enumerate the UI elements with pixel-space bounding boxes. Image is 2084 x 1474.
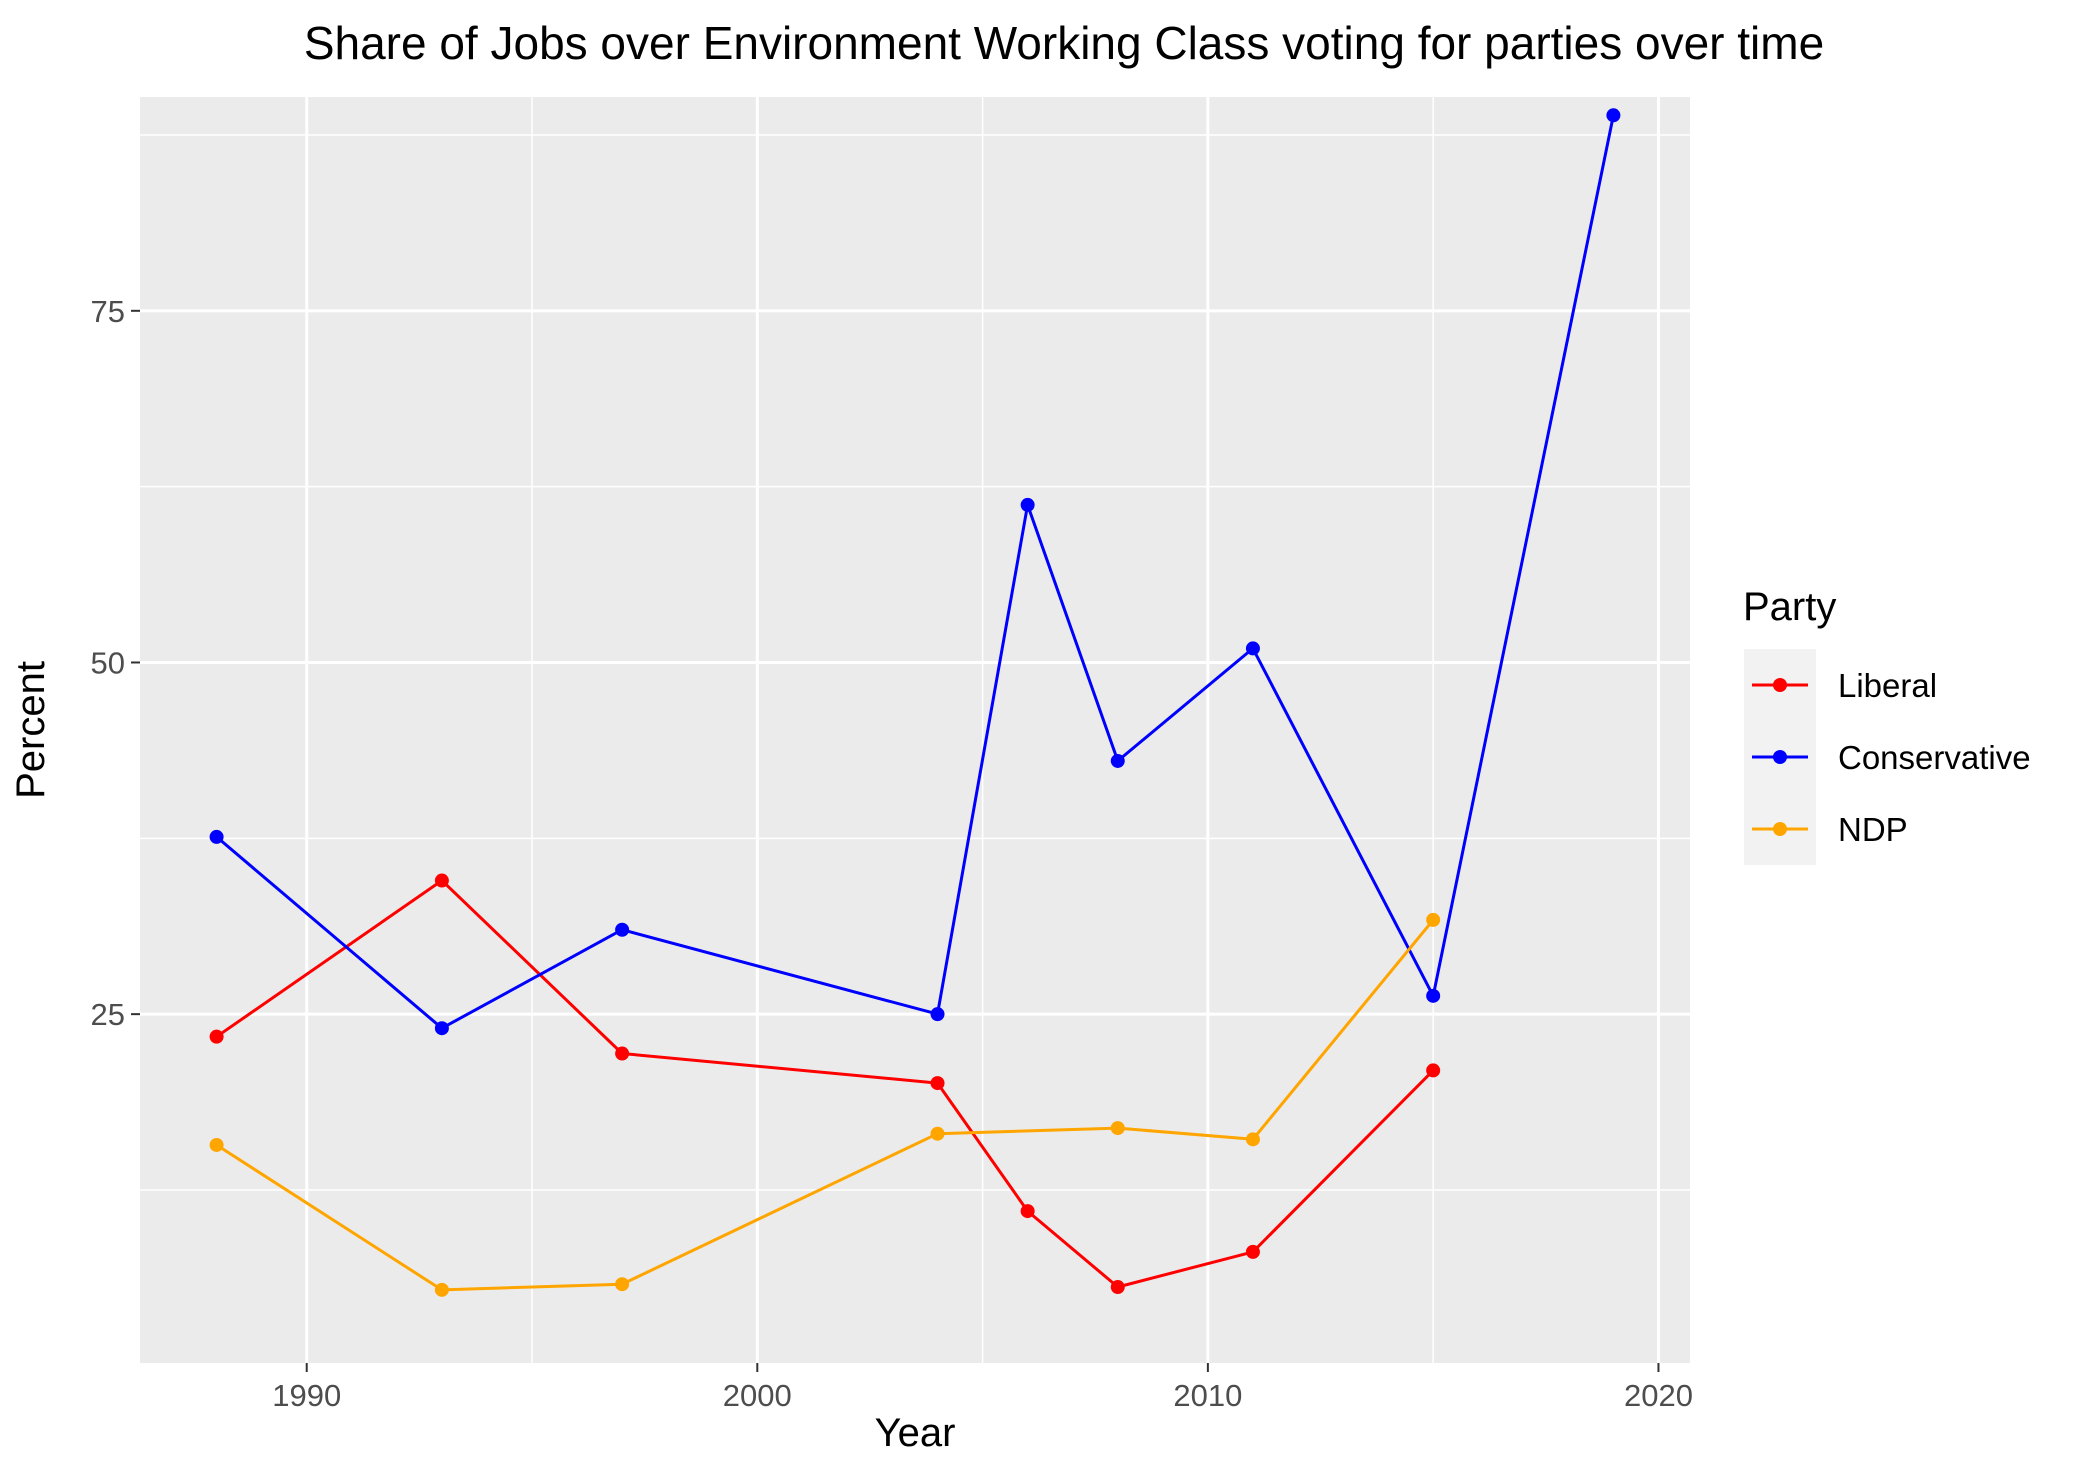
legend-key-point — [1773, 822, 1787, 836]
y-tick-label: 50 — [91, 645, 125, 680]
data-point-liberal — [615, 1046, 630, 1061]
data-point-liberal — [209, 1029, 224, 1044]
legend-items: Liberal Conservative NDP — [1752, 667, 2031, 848]
minor-gridlines — [140, 97, 1690, 1363]
x-tick-label: 2010 — [1173, 1378, 1242, 1413]
plot-panel-background — [140, 97, 1690, 1363]
data-point-conservative — [930, 1007, 945, 1022]
legend-item-conservative: Conservative — [1752, 739, 2031, 776]
legend-title: Party — [1743, 585, 1836, 629]
data-point-ndp — [1245, 1132, 1260, 1147]
legend-key-point — [1773, 750, 1787, 764]
y-tick-label: 75 — [91, 294, 125, 329]
legend-label: Liberal — [1838, 667, 1937, 704]
data-point-ndp — [615, 1277, 630, 1292]
data-point-ndp — [1426, 912, 1441, 927]
series-points — [209, 108, 1621, 1297]
y-tick-label: 25 — [91, 997, 125, 1032]
data-point-conservative — [615, 922, 630, 937]
data-point-ndp — [930, 1126, 945, 1141]
data-point-ndp — [434, 1282, 449, 1297]
data-point-liberal — [930, 1076, 945, 1091]
legend: Party Liberal Conservative NDP — [1743, 585, 2031, 865]
x-axis-title: Year — [875, 1411, 956, 1455]
data-point-conservative — [1426, 988, 1441, 1003]
x-tick-label: 1990 — [272, 1378, 341, 1413]
legend-item-ndp: NDP — [1752, 811, 1908, 848]
data-point-conservative — [209, 829, 224, 844]
legend-item-liberal: Liberal — [1752, 667, 1937, 704]
y-axis-title: Percent — [9, 661, 53, 799]
data-point-ndp — [1110, 1121, 1125, 1136]
data-point-conservative — [1245, 641, 1260, 656]
x-axis: 1990 2000 2010 2020 — [272, 1363, 1693, 1413]
legend-label: Conservative — [1838, 739, 2031, 776]
data-point-liberal — [1245, 1244, 1260, 1259]
y-axis: 25 50 75 — [91, 294, 140, 1032]
data-point-conservative — [1020, 497, 1035, 512]
data-point-liberal — [1426, 1063, 1441, 1078]
x-tick-label: 2020 — [1624, 1378, 1693, 1413]
data-point-conservative — [434, 1021, 449, 1036]
plot-panel — [140, 97, 1690, 1363]
chart-title: Share of Jobs over Environment Working C… — [304, 17, 1824, 69]
series-line-liberal — [215, 879, 1435, 1289]
data-point-liberal — [434, 873, 449, 888]
data-point-liberal — [1020, 1204, 1035, 1219]
data-point-ndp — [209, 1137, 224, 1152]
data-point-liberal — [1110, 1280, 1125, 1295]
major-gridlines — [140, 97, 1690, 1363]
data-point-conservative — [1110, 753, 1125, 768]
x-tick-label: 2000 — [723, 1378, 792, 1413]
legend-label: NDP — [1838, 811, 1908, 848]
data-point-conservative — [1606, 108, 1621, 123]
legend-key-point — [1773, 678, 1787, 692]
